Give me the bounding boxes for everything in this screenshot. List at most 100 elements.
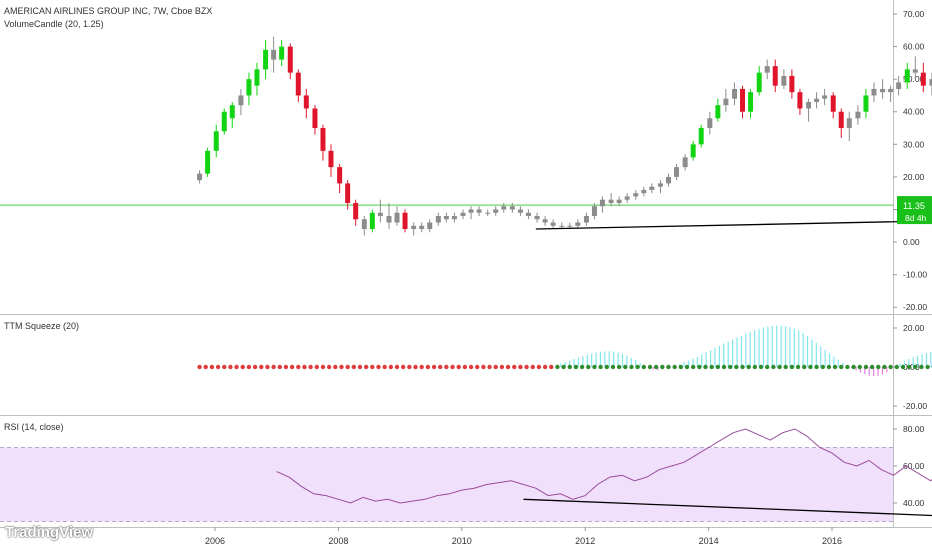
rsi-tick-label: 60.00 bbox=[903, 461, 925, 471]
price-axis-ticks: 70.0060.0050.0040.0030.0020.0010.000.00-… bbox=[893, 9, 927, 312]
candle-body bbox=[929, 79, 932, 86]
squeeze-dot bbox=[499, 364, 505, 370]
candle-body bbox=[871, 88, 877, 96]
squeeze-dot bbox=[814, 364, 819, 370]
squeeze-dot bbox=[721, 364, 727, 370]
squeeze-dot bbox=[795, 364, 801, 370]
candle-body bbox=[591, 206, 597, 216]
ttm-squeeze-label: TTM Squeeze (20) bbox=[4, 321, 79, 331]
squeeze-dot bbox=[456, 364, 461, 370]
squeeze-dot bbox=[363, 364, 369, 370]
candle-body bbox=[517, 209, 523, 213]
squeeze-tick-label: -20.00 bbox=[903, 401, 927, 411]
candle-body bbox=[485, 212, 491, 214]
squeeze-dot bbox=[740, 364, 745, 370]
candle-body bbox=[353, 202, 359, 220]
price-badge-value: 11.35 bbox=[903, 201, 925, 211]
squeeze-dot bbox=[598, 364, 603, 370]
squeeze-dot bbox=[845, 364, 850, 370]
squeeze-dot bbox=[425, 364, 431, 370]
candle-body bbox=[493, 209, 499, 213]
price-tick-label: 20.00 bbox=[903, 172, 925, 182]
candle-body bbox=[633, 193, 639, 197]
price-tick-label: 60.00 bbox=[903, 42, 925, 52]
candle-body bbox=[427, 222, 433, 230]
candle-body bbox=[287, 46, 293, 73]
squeeze-dot bbox=[475, 364, 480, 370]
rsi-trendline[interactable] bbox=[523, 498, 932, 525]
candle-body bbox=[320, 128, 326, 151]
candle-body bbox=[888, 88, 894, 93]
squeeze-dot bbox=[826, 364, 832, 370]
squeeze-dot bbox=[882, 364, 887, 370]
squeeze-dot bbox=[653, 364, 659, 370]
candlestick-series bbox=[197, 36, 932, 236]
squeeze-dot bbox=[505, 364, 511, 370]
squeeze-dot bbox=[894, 364, 899, 370]
candle-body bbox=[377, 212, 383, 216]
rsi-label: RSI (14, close) bbox=[4, 422, 64, 432]
time-tick-label: 2012 bbox=[575, 536, 595, 546]
squeeze-dot bbox=[678, 364, 684, 370]
candle-body bbox=[599, 199, 605, 207]
candle-body bbox=[806, 101, 812, 109]
squeeze-dot bbox=[339, 364, 344, 370]
candle-body bbox=[920, 72, 926, 86]
candle-body bbox=[575, 222, 581, 226]
candle-body bbox=[263, 49, 269, 70]
squeeze-dot bbox=[530, 364, 535, 370]
overlay-indicator-label: VolumeCandle (20, 1.25) bbox=[4, 19, 104, 29]
candle-body bbox=[221, 111, 227, 132]
candle-body bbox=[789, 75, 795, 93]
squeeze-dot bbox=[888, 364, 893, 370]
squeeze-dot bbox=[246, 364, 252, 370]
squeeze-dot bbox=[252, 364, 258, 370]
squeeze-dot bbox=[407, 364, 412, 370]
candle-body bbox=[468, 209, 474, 213]
squeeze-dot bbox=[777, 364, 782, 370]
price-trendline[interactable] bbox=[535, 216, 932, 230]
squeeze-dot bbox=[333, 364, 338, 370]
candle-body bbox=[476, 209, 482, 213]
time-tick-label: 2006 bbox=[205, 536, 225, 546]
squeeze-dot bbox=[857, 364, 862, 370]
squeeze-dot bbox=[197, 364, 202, 370]
squeeze-dot bbox=[610, 364, 616, 370]
candle-body bbox=[213, 131, 219, 151]
candle-body bbox=[814, 98, 820, 102]
candle-body bbox=[501, 206, 507, 210]
rsi-line bbox=[276, 428, 932, 504]
candle-body bbox=[443, 215, 449, 220]
candle-body bbox=[846, 118, 852, 129]
candle-body bbox=[608, 199, 614, 203]
squeeze-dot bbox=[765, 364, 770, 370]
candle-body bbox=[740, 88, 746, 112]
squeeze-dot bbox=[555, 364, 560, 370]
candle-body bbox=[525, 212, 531, 216]
candle-body bbox=[312, 108, 318, 129]
candle-body bbox=[509, 206, 515, 210]
candle-body bbox=[797, 92, 803, 109]
squeeze-dot bbox=[567, 364, 572, 370]
price-tick-label: -10.00 bbox=[903, 270, 927, 280]
candle-body bbox=[880, 88, 886, 93]
candle-body bbox=[567, 225, 573, 227]
candle-body bbox=[402, 212, 408, 230]
candle-body bbox=[772, 66, 778, 86]
candle-body bbox=[723, 98, 729, 106]
squeeze-dots bbox=[197, 364, 932, 370]
candle-body bbox=[386, 215, 392, 223]
squeeze-dot bbox=[925, 364, 930, 370]
squeeze-dot bbox=[296, 364, 301, 370]
squeeze-dot bbox=[289, 364, 295, 370]
squeeze-dot bbox=[690, 364, 696, 370]
time-tick-label: 2008 bbox=[328, 536, 348, 546]
squeeze-dot bbox=[647, 364, 653, 370]
squeeze-dot bbox=[542, 364, 548, 370]
squeeze-dot bbox=[228, 364, 233, 370]
candle-body bbox=[246, 79, 252, 96]
price-tick-label: 50.00 bbox=[903, 74, 925, 84]
candle-body bbox=[197, 173, 203, 181]
squeeze-dot bbox=[820, 364, 825, 370]
squeeze-dot bbox=[302, 364, 307, 370]
